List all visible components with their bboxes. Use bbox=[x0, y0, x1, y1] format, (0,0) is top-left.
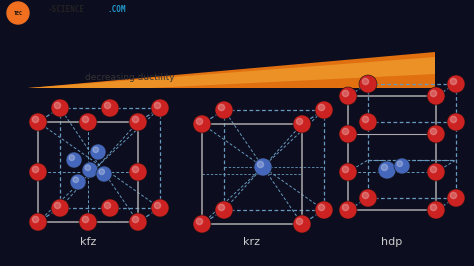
Circle shape bbox=[101, 199, 119, 217]
Circle shape bbox=[339, 125, 357, 143]
Circle shape bbox=[55, 102, 61, 109]
Circle shape bbox=[32, 166, 38, 173]
Circle shape bbox=[447, 113, 465, 131]
Circle shape bbox=[32, 216, 38, 223]
Polygon shape bbox=[28, 52, 435, 88]
Circle shape bbox=[430, 128, 437, 135]
Circle shape bbox=[29, 163, 47, 181]
Circle shape bbox=[196, 118, 202, 125]
Circle shape bbox=[29, 113, 47, 131]
Circle shape bbox=[339, 87, 357, 105]
Text: TEC: TEC bbox=[13, 11, 22, 16]
Circle shape bbox=[215, 201, 233, 219]
Circle shape bbox=[82, 116, 89, 123]
Circle shape bbox=[132, 166, 138, 173]
Circle shape bbox=[315, 201, 333, 219]
Text: -SCIENCE: -SCIENCE bbox=[48, 6, 85, 15]
Circle shape bbox=[359, 75, 377, 93]
Text: decreasing ductility: decreasing ductility bbox=[85, 73, 174, 81]
Circle shape bbox=[359, 189, 377, 207]
Circle shape bbox=[82, 216, 89, 223]
Circle shape bbox=[427, 163, 445, 181]
Circle shape bbox=[196, 218, 202, 225]
Circle shape bbox=[99, 169, 105, 174]
Circle shape bbox=[104, 202, 110, 209]
Circle shape bbox=[132, 216, 138, 223]
Circle shape bbox=[394, 158, 410, 174]
Circle shape bbox=[90, 144, 106, 160]
Circle shape bbox=[430, 90, 437, 97]
Circle shape bbox=[378, 161, 396, 179]
Circle shape bbox=[447, 75, 465, 93]
Circle shape bbox=[32, 116, 38, 123]
Circle shape bbox=[427, 87, 445, 105]
Circle shape bbox=[257, 161, 264, 168]
Circle shape bbox=[82, 162, 98, 178]
Text: krz: krz bbox=[244, 237, 261, 247]
Circle shape bbox=[129, 213, 147, 231]
Circle shape bbox=[55, 202, 61, 209]
Circle shape bbox=[93, 147, 99, 153]
Circle shape bbox=[296, 218, 302, 225]
Circle shape bbox=[129, 163, 147, 181]
Circle shape bbox=[51, 99, 69, 117]
Circle shape bbox=[315, 101, 333, 119]
Circle shape bbox=[381, 164, 388, 171]
Circle shape bbox=[219, 104, 225, 111]
Circle shape bbox=[155, 102, 161, 109]
Circle shape bbox=[96, 166, 112, 182]
Circle shape bbox=[29, 213, 47, 231]
Circle shape bbox=[427, 125, 445, 143]
Circle shape bbox=[342, 128, 349, 135]
Circle shape bbox=[85, 165, 91, 171]
Circle shape bbox=[296, 118, 302, 125]
Circle shape bbox=[359, 113, 377, 131]
Circle shape bbox=[293, 115, 311, 133]
Circle shape bbox=[319, 204, 325, 211]
Circle shape bbox=[104, 102, 110, 109]
Circle shape bbox=[362, 116, 369, 123]
Circle shape bbox=[339, 201, 357, 219]
Circle shape bbox=[339, 163, 357, 181]
Circle shape bbox=[101, 99, 119, 117]
Polygon shape bbox=[28, 57, 435, 88]
Circle shape bbox=[427, 201, 445, 219]
Circle shape bbox=[129, 113, 147, 131]
Circle shape bbox=[69, 155, 74, 161]
Circle shape bbox=[193, 115, 211, 133]
Circle shape bbox=[79, 213, 97, 231]
Circle shape bbox=[362, 192, 369, 199]
Text: .COM: .COM bbox=[107, 6, 126, 15]
Circle shape bbox=[73, 177, 79, 182]
Text: hdp: hdp bbox=[382, 237, 402, 247]
Circle shape bbox=[215, 101, 233, 119]
Circle shape bbox=[447, 189, 465, 207]
Circle shape bbox=[430, 204, 437, 211]
Circle shape bbox=[450, 78, 456, 85]
Circle shape bbox=[450, 116, 456, 123]
Circle shape bbox=[342, 90, 349, 97]
Circle shape bbox=[70, 174, 86, 190]
Circle shape bbox=[151, 99, 169, 117]
Circle shape bbox=[193, 215, 211, 233]
Circle shape bbox=[66, 152, 82, 168]
Circle shape bbox=[155, 202, 161, 209]
Circle shape bbox=[342, 204, 349, 211]
Circle shape bbox=[51, 199, 69, 217]
Circle shape bbox=[132, 116, 138, 123]
Circle shape bbox=[342, 166, 349, 173]
Text: kfz: kfz bbox=[80, 237, 96, 247]
Circle shape bbox=[219, 204, 225, 211]
Circle shape bbox=[293, 215, 311, 233]
Circle shape bbox=[450, 192, 456, 199]
Circle shape bbox=[7, 2, 29, 24]
Circle shape bbox=[397, 161, 402, 167]
Circle shape bbox=[430, 166, 437, 173]
Circle shape bbox=[151, 199, 169, 217]
Circle shape bbox=[254, 158, 272, 176]
Circle shape bbox=[362, 78, 369, 85]
Circle shape bbox=[79, 113, 97, 131]
Circle shape bbox=[319, 104, 325, 111]
